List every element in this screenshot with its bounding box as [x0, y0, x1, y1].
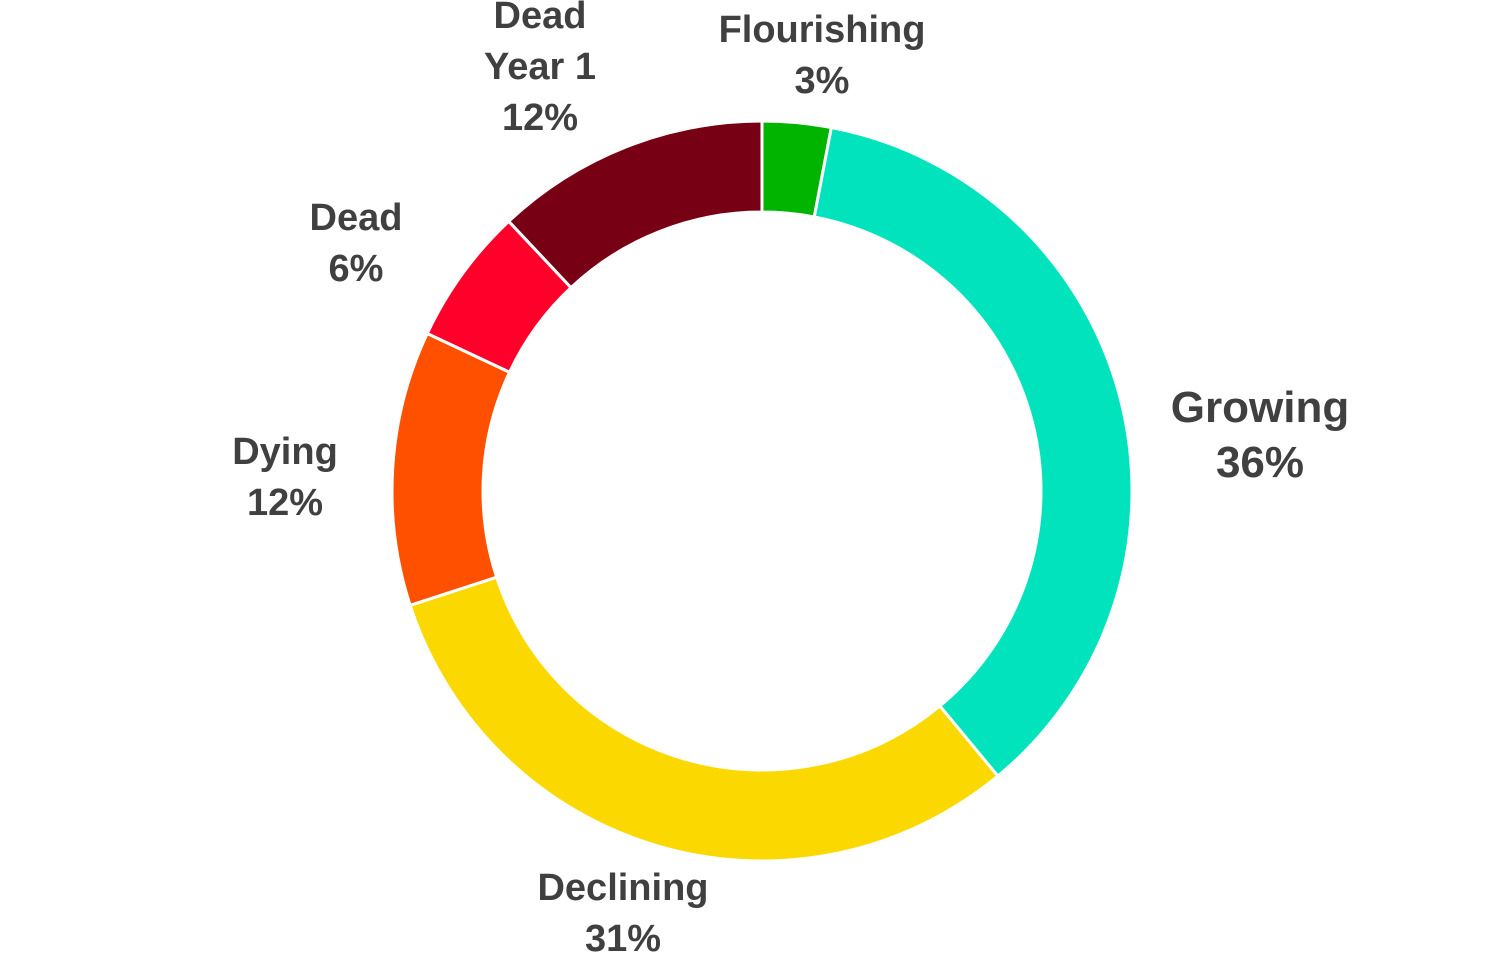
donut-slice-dead-year-1 — [506, 119, 764, 290]
label-dead-year-1: Dead Year 1 12% — [484, 0, 596, 139]
label-dying: Dying 12% — [232, 431, 338, 524]
donut-slice-declining — [408, 575, 1000, 863]
donut-slice-growing — [812, 125, 1134, 779]
label-growing: Growing 36% — [1170, 383, 1350, 487]
label-declining: Declining 31% — [537, 867, 709, 960]
label-dead: Dead 6% — [309, 197, 403, 290]
donut-slice-dying — [390, 331, 512, 608]
label-flourishing: Flourishing 3% — [718, 9, 926, 102]
